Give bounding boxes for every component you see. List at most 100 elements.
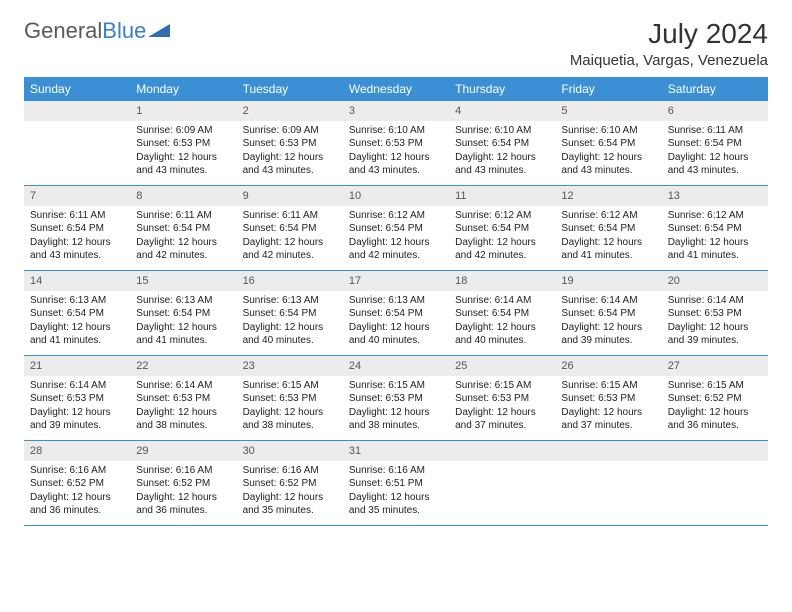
day-number: 15 bbox=[130, 271, 236, 291]
logo-text-blue: Blue bbox=[102, 18, 146, 44]
day-cell: 28Sunrise: 6:16 AMSunset: 6:52 PMDayligh… bbox=[24, 441, 130, 525]
day-cell: 20Sunrise: 6:14 AMSunset: 6:53 PMDayligh… bbox=[662, 271, 768, 355]
day-number: 10 bbox=[343, 186, 449, 206]
weekday-header: Sunday bbox=[24, 77, 130, 101]
day-number: 7 bbox=[24, 186, 130, 206]
sunrise-text: Sunrise: 6:16 AM bbox=[30, 464, 124, 478]
day-body: Sunrise: 6:15 AMSunset: 6:53 PMDaylight:… bbox=[449, 376, 555, 439]
day-number: . bbox=[662, 441, 768, 461]
day-number: . bbox=[449, 441, 555, 461]
sunrise-text: Sunrise: 6:11 AM bbox=[243, 209, 337, 223]
sunset-text: Sunset: 6:53 PM bbox=[668, 307, 762, 321]
day-cell: 11Sunrise: 6:12 AMSunset: 6:54 PMDayligh… bbox=[449, 186, 555, 270]
sunset-text: Sunset: 6:54 PM bbox=[30, 222, 124, 236]
day-cell: 24Sunrise: 6:15 AMSunset: 6:53 PMDayligh… bbox=[343, 356, 449, 440]
daylight-text: Daylight: 12 hours and 42 minutes. bbox=[243, 236, 337, 263]
daylight-text: Daylight: 12 hours and 35 minutes. bbox=[243, 491, 337, 518]
day-cell: 5Sunrise: 6:10 AMSunset: 6:54 PMDaylight… bbox=[555, 101, 661, 185]
day-number: 19 bbox=[555, 271, 661, 291]
week-row: 7Sunrise: 6:11 AMSunset: 6:54 PMDaylight… bbox=[24, 186, 768, 271]
week-row: 14Sunrise: 6:13 AMSunset: 6:54 PMDayligh… bbox=[24, 271, 768, 356]
sunset-text: Sunset: 6:54 PM bbox=[455, 307, 549, 321]
sunrise-text: Sunrise: 6:16 AM bbox=[136, 464, 230, 478]
day-number: 26 bbox=[555, 356, 661, 376]
sunset-text: Sunset: 6:51 PM bbox=[349, 477, 443, 491]
day-body: Sunrise: 6:11 AMSunset: 6:54 PMDaylight:… bbox=[237, 206, 343, 269]
daylight-text: Daylight: 12 hours and 36 minutes. bbox=[668, 406, 762, 433]
triangle-icon bbox=[148, 17, 170, 43]
daylight-text: Daylight: 12 hours and 43 minutes. bbox=[349, 151, 443, 178]
day-number: 29 bbox=[130, 441, 236, 461]
day-cell: 21Sunrise: 6:14 AMSunset: 6:53 PMDayligh… bbox=[24, 356, 130, 440]
day-body: Sunrise: 6:14 AMSunset: 6:54 PMDaylight:… bbox=[449, 291, 555, 354]
sunset-text: Sunset: 6:54 PM bbox=[561, 137, 655, 151]
sunrise-text: Sunrise: 6:15 AM bbox=[243, 379, 337, 393]
sunrise-text: Sunrise: 6:09 AM bbox=[243, 124, 337, 138]
sunrise-text: Sunrise: 6:12 AM bbox=[668, 209, 762, 223]
title-block: July 2024 Maiquetia, Vargas, Venezuela bbox=[570, 18, 768, 69]
sunrise-text: Sunrise: 6:10 AM bbox=[455, 124, 549, 138]
day-cell: 19Sunrise: 6:14 AMSunset: 6:54 PMDayligh… bbox=[555, 271, 661, 355]
daylight-text: Daylight: 12 hours and 43 minutes. bbox=[561, 151, 655, 178]
day-number: 2 bbox=[237, 101, 343, 121]
weekday-header: Thursday bbox=[449, 77, 555, 101]
day-body: Sunrise: 6:12 AMSunset: 6:54 PMDaylight:… bbox=[662, 206, 768, 269]
day-number: 22 bbox=[130, 356, 236, 376]
day-cell: 2Sunrise: 6:09 AMSunset: 6:53 PMDaylight… bbox=[237, 101, 343, 185]
weekday-header: Tuesday bbox=[237, 77, 343, 101]
day-cell: 8Sunrise: 6:11 AMSunset: 6:54 PMDaylight… bbox=[130, 186, 236, 270]
day-body: Sunrise: 6:10 AMSunset: 6:54 PMDaylight:… bbox=[449, 121, 555, 184]
day-body: Sunrise: 6:16 AMSunset: 6:51 PMDaylight:… bbox=[343, 461, 449, 524]
day-body: Sunrise: 6:09 AMSunset: 6:53 PMDaylight:… bbox=[130, 121, 236, 184]
sunset-text: Sunset: 6:54 PM bbox=[561, 307, 655, 321]
sunrise-text: Sunrise: 6:13 AM bbox=[30, 294, 124, 308]
day-number: 16 bbox=[237, 271, 343, 291]
daylight-text: Daylight: 12 hours and 40 minutes. bbox=[455, 321, 549, 348]
day-cell: 6Sunrise: 6:11 AMSunset: 6:54 PMDaylight… bbox=[662, 101, 768, 185]
sunset-text: Sunset: 6:53 PM bbox=[561, 392, 655, 406]
daylight-text: Daylight: 12 hours and 43 minutes. bbox=[455, 151, 549, 178]
day-number: 31 bbox=[343, 441, 449, 461]
sunset-text: Sunset: 6:54 PM bbox=[349, 222, 443, 236]
day-body: Sunrise: 6:15 AMSunset: 6:53 PMDaylight:… bbox=[237, 376, 343, 439]
day-cell: 10Sunrise: 6:12 AMSunset: 6:54 PMDayligh… bbox=[343, 186, 449, 270]
daylight-text: Daylight: 12 hours and 41 minutes. bbox=[668, 236, 762, 263]
day-number: 14 bbox=[24, 271, 130, 291]
month-title: July 2024 bbox=[570, 18, 768, 50]
day-body: Sunrise: 6:16 AMSunset: 6:52 PMDaylight:… bbox=[130, 461, 236, 524]
day-body: Sunrise: 6:12 AMSunset: 6:54 PMDaylight:… bbox=[449, 206, 555, 269]
daylight-text: Daylight: 12 hours and 36 minutes. bbox=[136, 491, 230, 518]
daylight-text: Daylight: 12 hours and 41 minutes. bbox=[30, 321, 124, 348]
sunrise-text: Sunrise: 6:16 AM bbox=[349, 464, 443, 478]
day-cell: 30Sunrise: 6:16 AMSunset: 6:52 PMDayligh… bbox=[237, 441, 343, 525]
week-row: .1Sunrise: 6:09 AMSunset: 6:53 PMDayligh… bbox=[24, 101, 768, 186]
sunrise-text: Sunrise: 6:15 AM bbox=[349, 379, 443, 393]
daylight-text: Daylight: 12 hours and 43 minutes. bbox=[136, 151, 230, 178]
weekday-row: SundayMondayTuesdayWednesdayThursdayFrid… bbox=[24, 77, 768, 101]
day-body: Sunrise: 6:12 AMSunset: 6:54 PMDaylight:… bbox=[555, 206, 661, 269]
day-body: Sunrise: 6:15 AMSunset: 6:53 PMDaylight:… bbox=[343, 376, 449, 439]
day-cell: . bbox=[555, 441, 661, 525]
day-number: 25 bbox=[449, 356, 555, 376]
day-body: Sunrise: 6:09 AMSunset: 6:53 PMDaylight:… bbox=[237, 121, 343, 184]
day-cell: . bbox=[662, 441, 768, 525]
logo: GeneralBlue bbox=[24, 18, 170, 44]
day-body: Sunrise: 6:11 AMSunset: 6:54 PMDaylight:… bbox=[24, 206, 130, 269]
sunset-text: Sunset: 6:53 PM bbox=[349, 137, 443, 151]
daylight-text: Daylight: 12 hours and 41 minutes. bbox=[136, 321, 230, 348]
sunset-text: Sunset: 6:52 PM bbox=[668, 392, 762, 406]
day-cell: 4Sunrise: 6:10 AMSunset: 6:54 PMDaylight… bbox=[449, 101, 555, 185]
day-body: Sunrise: 6:10 AMSunset: 6:54 PMDaylight:… bbox=[555, 121, 661, 184]
sunrise-text: Sunrise: 6:13 AM bbox=[136, 294, 230, 308]
day-number: 30 bbox=[237, 441, 343, 461]
daylight-text: Daylight: 12 hours and 43 minutes. bbox=[668, 151, 762, 178]
day-number: 21 bbox=[24, 356, 130, 376]
daylight-text: Daylight: 12 hours and 40 minutes. bbox=[243, 321, 337, 348]
sunset-text: Sunset: 6:52 PM bbox=[243, 477, 337, 491]
sunrise-text: Sunrise: 6:11 AM bbox=[668, 124, 762, 138]
sunrise-text: Sunrise: 6:13 AM bbox=[243, 294, 337, 308]
day-cell: 15Sunrise: 6:13 AMSunset: 6:54 PMDayligh… bbox=[130, 271, 236, 355]
sunrise-text: Sunrise: 6:10 AM bbox=[561, 124, 655, 138]
sunrise-text: Sunrise: 6:14 AM bbox=[561, 294, 655, 308]
week-row: 28Sunrise: 6:16 AMSunset: 6:52 PMDayligh… bbox=[24, 441, 768, 526]
